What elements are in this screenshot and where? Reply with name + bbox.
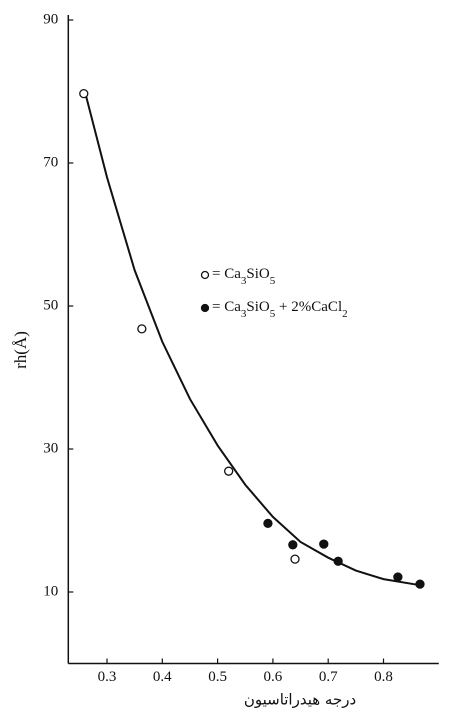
x-axis-label: درجه هیدراتاسیون [244, 691, 356, 709]
x-tick-label: 0.7 [319, 669, 338, 685]
data-point [224, 466, 234, 476]
data-point [393, 572, 403, 582]
y-tick-label: 10 [43, 583, 58, 599]
x-tick-label: 0.6 [264, 669, 283, 685]
data-point [263, 518, 273, 529]
x-tick-label: 0.5 [208, 669, 227, 685]
data-point [333, 556, 343, 566]
x-tick-label: 0.3 [98, 669, 117, 685]
data-point [288, 540, 298, 550]
legend-marker [200, 270, 210, 280]
data-point [415, 579, 425, 589]
data-point [79, 88, 89, 99]
y-axis-label: rh(Å) [11, 331, 30, 369]
data-point [319, 539, 329, 549]
y-tick-label: 70 [43, 154, 58, 170]
legend-label: = Ca3SiO5 + 2%CaCl2 [212, 299, 348, 319]
x-tick-label: 0.8 [374, 669, 393, 685]
x-tick-label: 0.4 [153, 669, 172, 685]
fit-curve [83, 91, 423, 587]
data-point [137, 324, 147, 334]
y-tick-label: 30 [43, 440, 58, 456]
y-tick-label: 90 [43, 11, 58, 27]
y-tick-label: 50 [43, 297, 58, 313]
legend-label: = Ca3SiO5 [212, 266, 276, 286]
data-point [290, 554, 300, 564]
legend-marker [200, 303, 210, 313]
